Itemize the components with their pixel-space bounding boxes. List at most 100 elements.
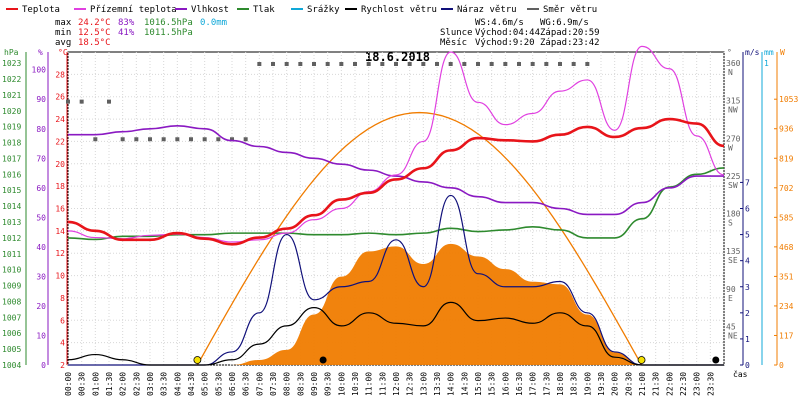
pressure-tick: 1004 [2, 361, 21, 370]
wind-direction-point [120, 137, 125, 142]
max-temp: 24.2°C [78, 18, 111, 28]
wind-tick: 1 [745, 335, 750, 344]
moon-set: Západ:23:42 [540, 38, 600, 48]
temperature-tick: 24 [55, 115, 65, 124]
x-tick-label: 13:30 [433, 372, 442, 396]
x-tick-label: 13:00 [419, 372, 428, 396]
pressure-tick: 1005 [2, 345, 21, 354]
moonset-marker [712, 356, 720, 364]
wind-direction-point [448, 62, 453, 66]
wind-direction-point [175, 137, 180, 142]
pressure-tick: 1007 [2, 313, 21, 322]
temperature-tick: 14 [55, 227, 65, 236]
wind-direction-point [243, 137, 248, 142]
x-tick-label: 16:30 [515, 372, 524, 396]
pressure-tick: 1008 [2, 297, 21, 306]
temperature-tick: 2 [60, 361, 65, 370]
solar-tick: 702 [779, 184, 794, 193]
sunrise-marker [193, 356, 202, 364]
humidity-tick: 20 [36, 302, 46, 311]
series-solar-area [68, 243, 724, 365]
max-label: max [55, 18, 72, 28]
x-tick-label: 20:30 [624, 372, 633, 396]
temperature-tick: 12 [55, 249, 65, 258]
x-tick-label: 16:00 [501, 372, 510, 396]
x-tick-label: 03:30 [160, 372, 169, 396]
temperature-tick: 28 [55, 70, 65, 79]
wind-direction-point [462, 62, 467, 66]
x-tick-label: 12:30 [406, 372, 415, 396]
humidity-tick: 40 [36, 243, 46, 252]
solar-tick: 117 [779, 331, 794, 340]
x-tick-label: 08:30 [296, 372, 305, 396]
humidity-tick: 50 [36, 213, 46, 222]
x-tick-label: 00:00 [64, 372, 73, 396]
x-tick-label: 02:30 [132, 372, 141, 396]
direction-tick-letter: NE [728, 331, 738, 340]
direction-tick-letter: SW [728, 181, 738, 190]
x-tick-label: 18:30 [570, 372, 579, 396]
x-tick-label: 05:30 [214, 372, 223, 396]
legend-label-1: Přízemní teplota [90, 5, 177, 15]
x-tick-label: 07:00 [255, 372, 264, 396]
x-tick-label: 06:00 [228, 372, 237, 396]
x-tick-label: 02:00 [119, 372, 128, 396]
sun-label: Slunce [440, 28, 473, 38]
x-tick-label: 23:30 [706, 372, 715, 396]
max-press: 1016.5hPa [144, 18, 193, 28]
direction-tick-letter: S [728, 219, 733, 228]
unit-mm: mm [764, 48, 774, 57]
wind-tick: 2 [745, 309, 750, 318]
legend-label-6: Náraz větru [457, 5, 517, 15]
x-tick-label: 23:00 [693, 372, 702, 396]
pressure-tick: 1017 [2, 154, 21, 163]
x-tick-label: 20:00 [611, 372, 620, 396]
pressure-tick: 1022 [2, 75, 21, 84]
temperature-tick: 22 [55, 137, 65, 146]
wind-direction-point [93, 137, 98, 142]
legend-label-0: Teplota [22, 5, 60, 15]
wind-tick: 6 [745, 205, 750, 214]
x-axis: 00:00 00:30 01:00 01:30 02:00 02:30 03:00 03:30… [64, 372, 715, 396]
wind-direction-point [394, 62, 398, 66]
temperature-tick: 6 [60, 316, 65, 325]
wind-direction-point [366, 62, 371, 66]
x-tick-label: 18:00 [556, 372, 565, 396]
solar-tick: 1053 [779, 95, 798, 104]
solar-tick: 468 [779, 243, 794, 252]
moon-rise: Východ:9:20 [475, 38, 535, 48]
temperature-tick: 8 [60, 294, 65, 303]
x-tick-label: 14:30 [460, 372, 469, 396]
sun-rise: Východ:04:44 [475, 28, 540, 38]
x-tick-label: 19:30 [597, 372, 606, 396]
x-tick-label: 22:00 [665, 372, 674, 396]
humidity-tick: 0 [41, 361, 46, 370]
sunset-marker [637, 356, 646, 364]
direction-tick: 135 [726, 247, 741, 256]
humidity-tick: 90 [36, 95, 46, 104]
wind-direction-point [312, 62, 316, 66]
direction-tick: 180 [726, 210, 741, 219]
wind-direction-point [189, 137, 193, 142]
pressure-tick: 1018 [2, 139, 21, 148]
temperature-tick: 4 [60, 339, 65, 348]
unit-hpa: hPa [4, 48, 19, 57]
x-tick-label: 06:30 [242, 372, 251, 396]
temperature-tick: 10 [55, 272, 65, 281]
humidity-tick: 100 [32, 66, 47, 75]
wind-direction-point [325, 62, 330, 66]
min-hum: 41% [118, 28, 135, 38]
pressure-tick: 1011 [2, 250, 21, 259]
x-tick-label: 01:30 [105, 372, 114, 396]
legend-label-5: Rychlost větru [361, 5, 437, 15]
pressure-tick: 1016 [2, 170, 21, 179]
wind-gust-info: WG:6.9m/s [540, 18, 589, 28]
series-sun-curve [196, 111, 643, 366]
sun-set: Západ:20:59 [540, 28, 600, 38]
unit-ms: m/s [745, 48, 760, 57]
pressure-tick: 1010 [2, 266, 21, 275]
x-tick-label: 04:30 [187, 372, 196, 396]
solar-tick: 0 [779, 361, 784, 370]
